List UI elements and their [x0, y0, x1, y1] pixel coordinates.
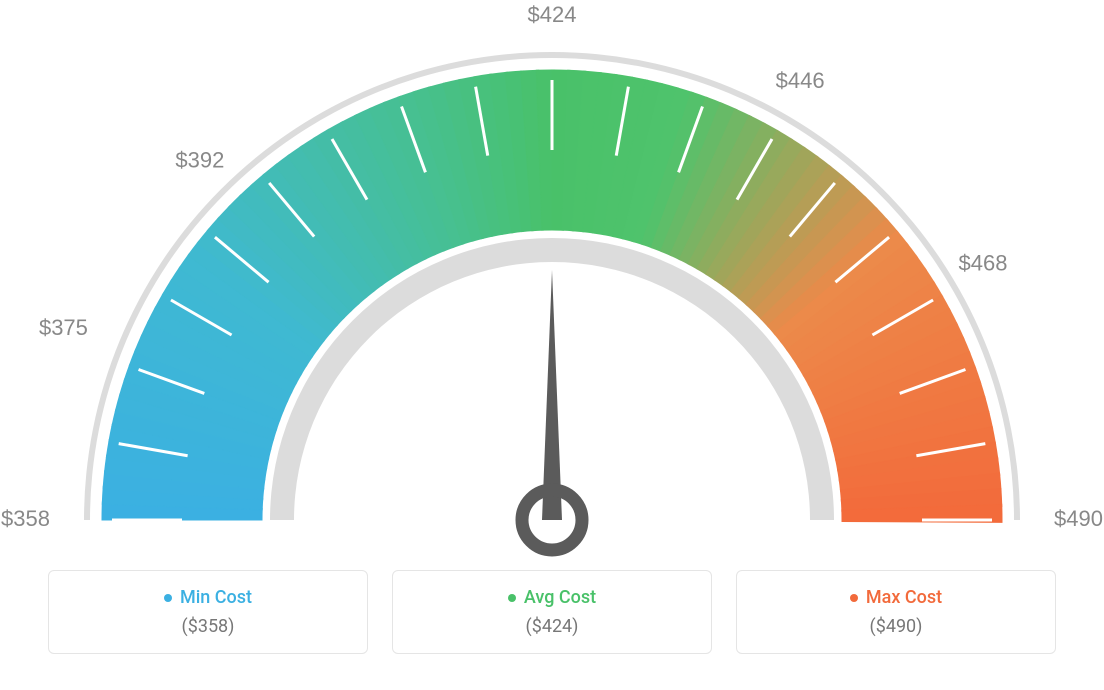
legend-row: Min Cost ($358) Avg Cost ($424) Max Cost… — [0, 570, 1104, 654]
svg-text:$358: $358 — [1, 506, 50, 531]
legend-label-row: Avg Cost — [413, 587, 691, 608]
svg-text:$392: $392 — [175, 148, 224, 173]
legend-label-avg: Avg Cost — [524, 587, 596, 608]
svg-text:$490: $490 — [1054, 506, 1103, 531]
legend-avg-cost: Avg Cost ($424) — [392, 570, 712, 654]
legend-label-max: Max Cost — [866, 587, 942, 608]
legend-dot-min — [164, 594, 172, 602]
gauge-svg: $358 $375 $392 $424 $446 $468 $490 — [0, 0, 1104, 560]
legend-min-cost: Min Cost ($358) — [48, 570, 368, 654]
legend-value-max: ($490) — [757, 616, 1035, 637]
legend-label-row: Min Cost — [69, 587, 347, 608]
legend-value-min: ($358) — [69, 616, 347, 637]
svg-text:$468: $468 — [959, 250, 1008, 275]
svg-text:$424: $424 — [528, 2, 577, 27]
legend-value-avg: ($424) — [413, 616, 691, 637]
cost-gauge-chart: $358 $375 $392 $424 $446 $468 $490 — [0, 0, 1104, 560]
legend-label-min: Min Cost — [180, 587, 252, 608]
legend-label-row: Max Cost — [757, 587, 1035, 608]
legend-dot-max — [850, 594, 858, 602]
svg-text:$446: $446 — [776, 68, 825, 93]
legend-max-cost: Max Cost ($490) — [736, 570, 1056, 654]
legend-dot-avg — [508, 594, 516, 602]
svg-text:$375: $375 — [39, 315, 88, 340]
